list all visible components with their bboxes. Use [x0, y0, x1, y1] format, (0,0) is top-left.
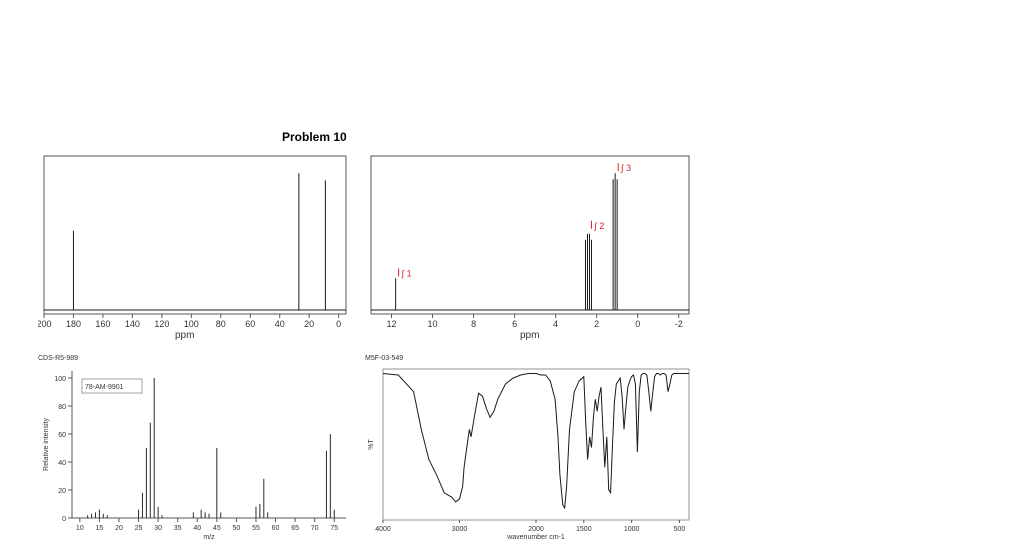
svg-text:2: 2 — [594, 319, 599, 329]
svg-text:200: 200 — [38, 319, 52, 329]
svg-text:100: 100 — [54, 376, 66, 383]
svg-text:8: 8 — [471, 319, 476, 329]
svg-text:80: 80 — [58, 404, 66, 411]
svg-text:1000: 1000 — [624, 526, 640, 533]
svg-text:40: 40 — [275, 319, 285, 329]
ms-header: CDS-R5-989 — [38, 355, 78, 362]
svg-text:1500: 1500 — [576, 526, 592, 533]
svg-text:50: 50 — [233, 525, 241, 532]
svg-text:ppm: ppm — [520, 330, 539, 340]
svg-text:0: 0 — [336, 319, 341, 329]
svg-text:55: 55 — [252, 525, 260, 532]
svg-text:20: 20 — [58, 488, 66, 495]
svg-text:12: 12 — [387, 319, 397, 329]
ir-spectrum-chart: 4000 3000 2000 1500 1000 500 wavenumber cm-1 %T — [365, 365, 695, 540]
page-title: Problem 10 — [282, 130, 347, 144]
svg-text:3000: 3000 — [452, 526, 468, 533]
svg-text:70: 70 — [311, 525, 319, 532]
mass-spectrum-chart: 0 20 40 60 80 100 Relative intensity 10 15 20 25 30… — [38, 365, 352, 540]
svg-text:160: 160 — [95, 319, 110, 329]
svg-text:4000: 4000 — [375, 526, 391, 533]
svg-text:45: 45 — [213, 525, 221, 532]
svg-text:10: 10 — [428, 319, 438, 329]
svg-text:2000: 2000 — [528, 526, 544, 533]
svg-text:Relative intensity: Relative intensity — [43, 418, 50, 471]
svg-text:∫ 3: ∫ 3 — [620, 163, 631, 173]
c13-nmr-chart: 200180160140120100806040200ppm — [38, 150, 352, 340]
svg-text:20: 20 — [304, 319, 314, 329]
svg-text:10: 10 — [76, 525, 84, 532]
svg-text:15: 15 — [96, 525, 104, 532]
svg-text:120: 120 — [154, 319, 169, 329]
svg-text:60: 60 — [58, 432, 66, 439]
h1-nmr-chart: ∫ 1 ∫ 2 ∫ 3 12 10 8 6 4 2 0 -2 ppm — [365, 150, 695, 340]
svg-text:∫ 2: ∫ 2 — [593, 221, 604, 231]
svg-text:40: 40 — [58, 460, 66, 467]
svg-text:%T: %T — [368, 439, 375, 450]
svg-text:80: 80 — [216, 319, 226, 329]
svg-text:0: 0 — [635, 319, 640, 329]
svg-text:35: 35 — [174, 525, 182, 532]
svg-text:m/z: m/z — [203, 534, 215, 540]
svg-text:65: 65 — [291, 525, 299, 532]
svg-text:∫ 1: ∫ 1 — [401, 268, 412, 278]
svg-text:140: 140 — [125, 319, 140, 329]
ir-header: M5F-03-549 — [365, 355, 403, 362]
svg-text:20: 20 — [115, 525, 123, 532]
svg-text:60: 60 — [245, 319, 255, 329]
svg-text:0: 0 — [62, 516, 66, 523]
svg-text:25: 25 — [135, 525, 143, 532]
svg-text:30: 30 — [154, 525, 162, 532]
svg-text:40: 40 — [193, 525, 201, 532]
svg-text:-2: -2 — [675, 319, 683, 329]
page: Problem 10 200180160140120100806040200pp… — [0, 0, 1024, 555]
svg-text:78-AM-9901: 78-AM-9901 — [85, 384, 124, 391]
svg-text:6: 6 — [512, 319, 517, 329]
svg-text:500: 500 — [674, 526, 686, 533]
svg-text:ppm: ppm — [175, 330, 194, 340]
svg-text:wavenumber cm-1: wavenumber cm-1 — [506, 534, 565, 540]
svg-text:60: 60 — [272, 525, 280, 532]
svg-text:180: 180 — [66, 319, 81, 329]
svg-text:4: 4 — [553, 319, 558, 329]
svg-text:75: 75 — [330, 525, 338, 532]
svg-text:100: 100 — [184, 319, 199, 329]
